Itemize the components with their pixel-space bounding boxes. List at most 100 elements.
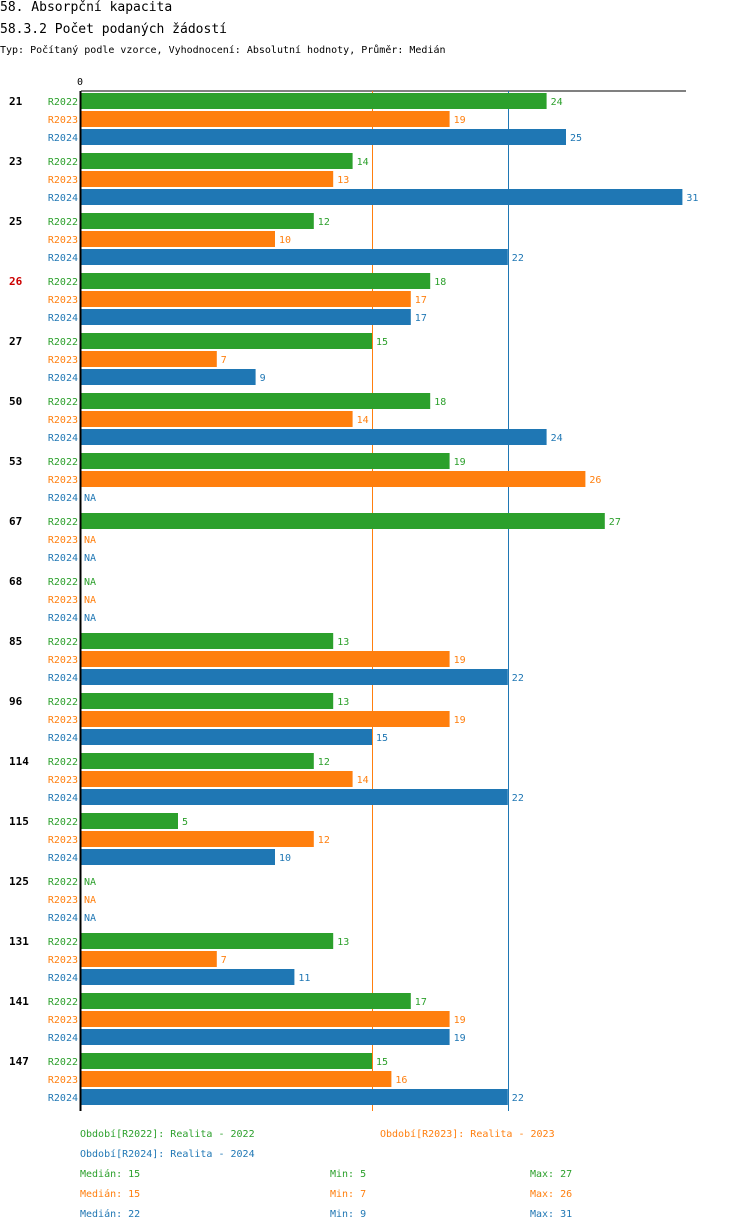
category-label-147: 147 — [9, 1055, 29, 1068]
value-label-115-r2024: 10 — [279, 853, 291, 864]
value-label-25-r2022: 12 — [318, 217, 330, 228]
series-label-21-r2022: R2022 — [48, 97, 78, 108]
stat-min-r2023: Min: 7 — [330, 1189, 367, 1200]
series-label-23-r2023: R2023 — [48, 175, 78, 186]
legend-r2023: Období[R2023]: Realita - 2023 — [380, 1129, 555, 1140]
bar-23-r2023 — [81, 171, 334, 187]
bar-131-r2023 — [81, 951, 217, 967]
series-label-23-r2024: R2024 — [48, 193, 78, 204]
series-label-67-r2023: R2023 — [48, 535, 78, 546]
series-label-27-r2023: R2023 — [48, 355, 78, 366]
na-label-68-r2022: NA — [84, 577, 96, 588]
bar-141-r2023 — [81, 1011, 450, 1027]
value-label-85-r2022: 13 — [337, 637, 349, 648]
series-label-23-r2022: R2022 — [48, 157, 78, 168]
value-label-67-r2022: 27 — [609, 517, 621, 528]
value-label-50-r2023: 14 — [357, 415, 369, 426]
series-label-131-r2023: R2023 — [48, 955, 78, 966]
value-label-115-r2023: 12 — [318, 835, 330, 846]
value-label-141-r2022: 17 — [415, 997, 427, 1008]
stat-min-r2024: Min: 9 — [330, 1209, 367, 1220]
bar-85-r2023 — [81, 651, 450, 667]
value-label-26-r2022: 18 — [434, 277, 446, 288]
series-label-131-r2024: R2024 — [48, 973, 78, 984]
series-label-21-r2024: R2024 — [48, 133, 78, 144]
series-label-85-r2023: R2023 — [48, 655, 78, 666]
bar-23-r2022 — [81, 153, 353, 169]
category-label-21: 21 — [9, 95, 23, 108]
value-label-131-r2024: 11 — [298, 973, 310, 984]
na-label-68-r2024: NA — [84, 613, 96, 624]
category-label-23: 23 — [9, 155, 22, 168]
value-label-21-r2022: 24 — [551, 97, 563, 108]
stat-max-r2023: Max: 26 — [530, 1189, 573, 1200]
stat-median-r2024: Medián: 22 — [80, 1209, 141, 1220]
bar-53-r2023 — [81, 471, 586, 487]
stat-max-r2024: Max: 31 — [530, 1209, 573, 1220]
value-label-96-r2022: 13 — [337, 697, 349, 708]
value-label-131-r2022: 13 — [337, 937, 349, 948]
series-label-115-r2022: R2022 — [48, 817, 78, 828]
series-label-96-r2023: R2023 — [48, 715, 78, 726]
value-label-85-r2023: 19 — [454, 655, 466, 666]
series-label-26-r2022: R2022 — [48, 277, 78, 288]
value-label-53-r2022: 19 — [454, 457, 466, 468]
series-label-68-r2024: R2024 — [48, 613, 78, 624]
series-label-114-r2023: R2023 — [48, 775, 78, 786]
na-label-67-r2023: NA — [84, 535, 96, 546]
bar-21-r2024 — [81, 129, 566, 145]
bar-115-r2023 — [81, 831, 314, 847]
value-label-131-r2023: 7 — [221, 955, 227, 966]
value-label-23-r2022: 14 — [357, 157, 369, 168]
value-label-147-r2023: 16 — [395, 1075, 407, 1086]
category-label-115: 115 — [9, 815, 29, 828]
category-label-25: 25 — [9, 215, 22, 228]
category-label-68: 68 — [9, 575, 22, 588]
series-label-53-r2023: R2023 — [48, 475, 78, 486]
value-label-85-r2024: 22 — [512, 673, 524, 684]
series-label-50-r2023: R2023 — [48, 415, 78, 426]
value-label-21-r2023: 19 — [454, 115, 466, 126]
value-label-25-r2023: 10 — [279, 235, 291, 246]
legend-r2024: Období[R2024]: Realita - 2024 — [80, 1149, 255, 1160]
value-label-141-r2023: 19 — [454, 1015, 466, 1026]
series-label-125-r2024: R2024 — [48, 913, 78, 924]
series-label-85-r2022: R2022 — [48, 637, 78, 648]
bar-26-r2023 — [81, 291, 411, 307]
bar-141-r2024 — [81, 1029, 450, 1045]
bar-131-r2022 — [81, 933, 334, 949]
bar-114-r2023 — [81, 771, 353, 787]
bar-25-r2024 — [81, 249, 508, 265]
value-label-115-r2022: 5 — [182, 817, 188, 828]
category-label-141: 141 — [9, 995, 29, 1008]
series-label-53-r2024: R2024 — [48, 493, 78, 504]
bar-85-r2022 — [81, 633, 334, 649]
series-label-114-r2024: R2024 — [48, 793, 78, 804]
legend-r2022: Období[R2022]: Realita - 2022 — [80, 1129, 255, 1140]
series-label-53-r2022: R2022 — [48, 457, 78, 468]
bar-131-r2024 — [81, 969, 295, 985]
stat-max-r2022: Max: 27 — [530, 1169, 573, 1180]
value-label-147-r2022: 15 — [376, 1057, 388, 1068]
bar-53-r2022 — [81, 453, 450, 469]
bar-96-r2024 — [81, 729, 372, 745]
category-label-67: 67 — [9, 515, 22, 528]
category-label-131: 131 — [9, 935, 29, 948]
bar-115-r2024 — [81, 849, 275, 865]
bar-27-r2022 — [81, 333, 372, 349]
series-label-114-r2022: R2022 — [48, 757, 78, 768]
value-label-23-r2023: 13 — [337, 175, 349, 186]
bar-141-r2022 — [81, 993, 411, 1009]
na-label-125-r2024: NA — [84, 913, 96, 924]
value-label-27-r2024: 9 — [260, 373, 266, 384]
bar-50-r2022 — [81, 393, 431, 409]
value-label-50-r2024: 24 — [551, 433, 563, 444]
bar-85-r2024 — [81, 669, 508, 685]
bar-67-r2022 — [81, 513, 605, 529]
series-label-50-r2024: R2024 — [48, 433, 78, 444]
series-label-67-r2024: R2024 — [48, 553, 78, 564]
series-label-141-r2023: R2023 — [48, 1015, 78, 1026]
bar-147-r2024 — [81, 1089, 508, 1105]
category-label-27: 27 — [9, 335, 22, 348]
series-label-21-r2023: R2023 — [48, 115, 78, 126]
